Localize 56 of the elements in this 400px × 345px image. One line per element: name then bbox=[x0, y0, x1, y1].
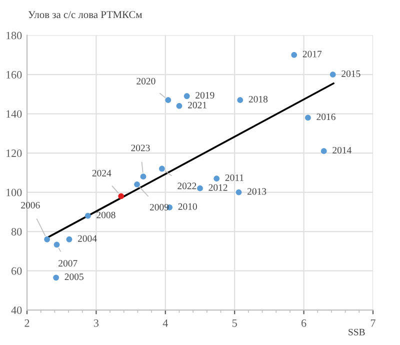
point bbox=[197, 185, 203, 192]
x-tick-label: 6 bbox=[302, 319, 306, 327]
point bbox=[134, 181, 140, 188]
point bbox=[291, 52, 298, 58]
point bbox=[53, 274, 60, 281]
y-tick-label: 60 bbox=[12, 267, 22, 275]
annotation: 2010 bbox=[178, 203, 197, 210]
annotation: 2007 bbox=[58, 260, 78, 267]
annotation: 2017 bbox=[302, 50, 322, 58]
y-tick-label: 40 bbox=[11, 306, 22, 314]
point bbox=[66, 236, 72, 242]
point bbox=[118, 193, 124, 200]
x-axis-title: SSB bbox=[348, 328, 365, 336]
annotation: 2019 bbox=[196, 92, 214, 99]
annotation: 2014 bbox=[332, 146, 352, 154]
point bbox=[320, 148, 327, 154]
annotation: 2020 bbox=[136, 78, 156, 84]
annotation: 2024 bbox=[92, 170, 112, 176]
point bbox=[184, 93, 190, 100]
y-axis-title: Улов за с/с лова РТМКСм bbox=[28, 11, 142, 18]
y-tick-label: 180 bbox=[6, 32, 22, 40]
annotation: 2021 bbox=[188, 102, 206, 108]
y-tick-label: 120 bbox=[6, 150, 22, 157]
annotation: 2018 bbox=[248, 96, 268, 102]
annotation: 2008 bbox=[96, 212, 116, 218]
point bbox=[158, 166, 165, 172]
annotation: 2012 bbox=[208, 184, 228, 191]
annotation: 2013 bbox=[248, 188, 266, 195]
annotation: 2023 bbox=[131, 144, 150, 152]
x-tick-label: 4 bbox=[162, 319, 168, 327]
y-tick-label: 140 bbox=[6, 110, 22, 118]
y-tick-label: 80 bbox=[11, 228, 22, 236]
annotation: 2016 bbox=[316, 114, 336, 120]
annotation: 2006 bbox=[21, 202, 40, 208]
annotation: 2011 bbox=[225, 174, 244, 181]
y-tick-label: 160 bbox=[6, 71, 22, 79]
point bbox=[176, 102, 182, 109]
annotation: 2004 bbox=[78, 235, 97, 242]
point bbox=[214, 176, 220, 182]
x-tick-label: 5 bbox=[232, 319, 237, 327]
annotation: 2022 bbox=[178, 182, 196, 190]
point bbox=[237, 97, 244, 103]
x-tick-label: 2 bbox=[24, 319, 30, 327]
x-tick-label: 3 bbox=[94, 319, 99, 327]
y-tick-label: 100 bbox=[6, 188, 22, 196]
x-tick-label: 7 bbox=[370, 319, 376, 327]
annotation: 2015 bbox=[342, 70, 360, 77]
point bbox=[44, 236, 50, 242]
point bbox=[54, 242, 60, 248]
point bbox=[330, 72, 336, 78]
point bbox=[236, 189, 242, 196]
point bbox=[84, 212, 91, 219]
point bbox=[165, 97, 172, 103]
point bbox=[140, 174, 146, 180]
point bbox=[305, 114, 311, 121]
annotation: 2005 bbox=[64, 274, 84, 280]
